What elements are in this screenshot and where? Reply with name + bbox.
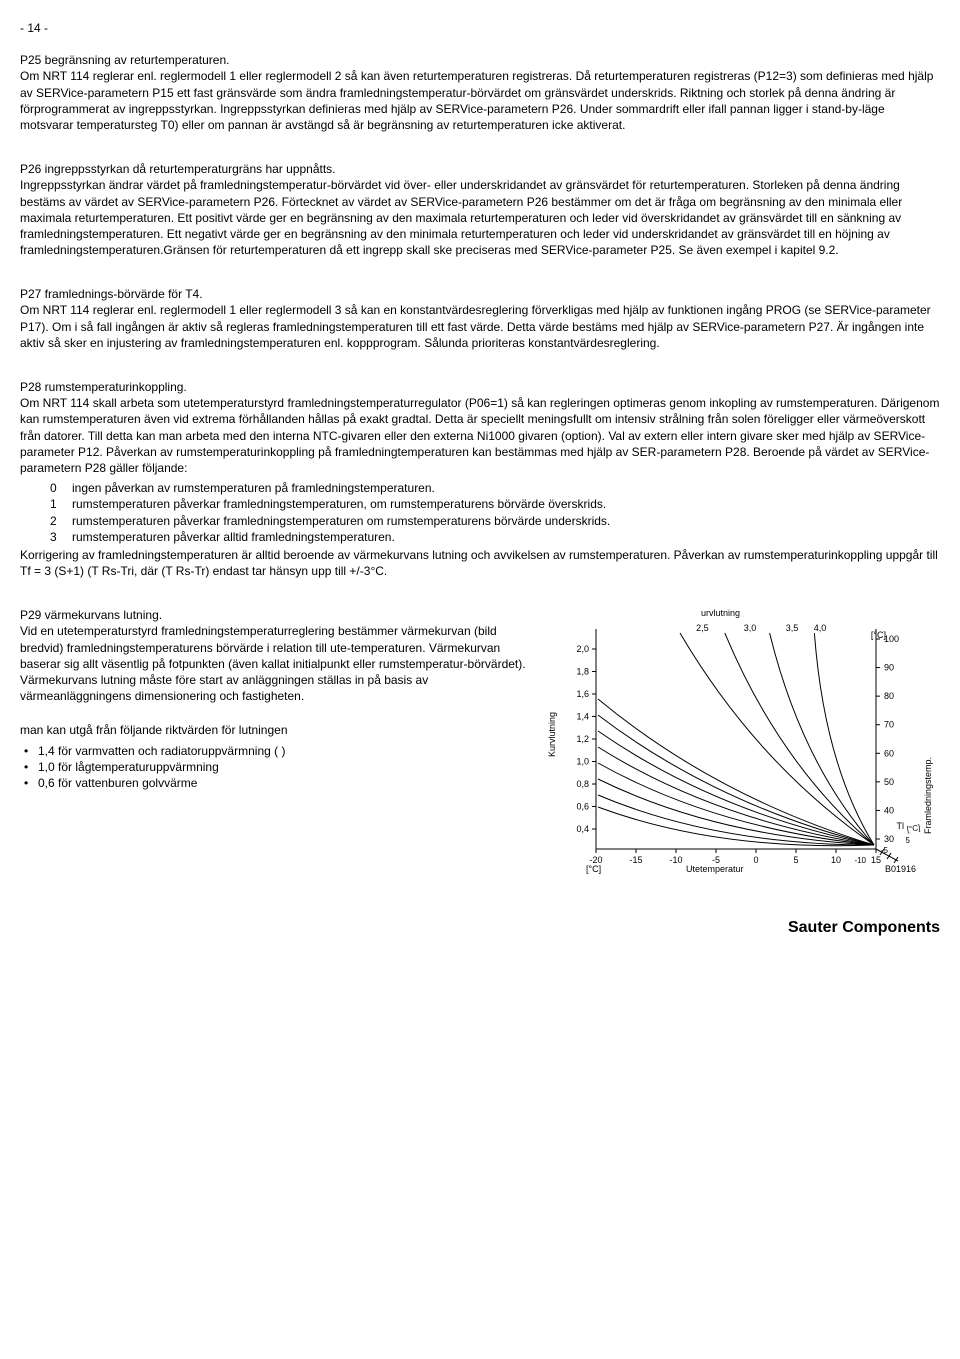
p25-heading: P25 begränsning av returtemperaturen. <box>20 52 940 68</box>
svg-text:1,2: 1,2 <box>576 734 589 744</box>
p25-body: Om NRT 114 reglerar enl. reglermodell 1 … <box>20 68 940 133</box>
svg-text:1,0: 1,0 <box>576 757 589 767</box>
svg-text:3,0: 3,0 <box>744 623 757 633</box>
bullet-item: •0,6 för vattenburen golvvärme <box>24 775 526 791</box>
list-num: 1 <box>50 496 72 512</box>
svg-text:60: 60 <box>884 749 894 759</box>
chart-top-title: urvlutning <box>701 607 740 619</box>
chart-svg: -20 -15 -10 -5 0 5 10 15 2,0 1,8 1,6 1,4 1,2 1,0 0,8 0,… <box>566 619 906 869</box>
chart-diag-degc: [°C] <box>906 824 921 837</box>
bullet-text: 1,4 för varmvatten och radiatoruppvärmni… <box>38 743 285 759</box>
svg-text:0,6: 0,6 <box>576 802 589 812</box>
svg-text:1,6: 1,6 <box>576 689 589 699</box>
list-item: 1rumstemperaturen påverkar framledningst… <box>50 496 940 512</box>
bullet-text: 0,6 för vattenburen golvvärme <box>38 775 197 791</box>
svg-text:-15: -15 <box>629 855 642 865</box>
svg-text:70: 70 <box>884 720 894 730</box>
chart-yleft-label: Kurvlutning <box>546 712 558 757</box>
list-text: rumstemperaturen påverkar alltid framled… <box>72 529 395 545</box>
chart-diag-5: 5 <box>906 836 910 847</box>
list-text: rumstemperaturen påverkar framledningste… <box>72 496 606 512</box>
svg-text:30: 30 <box>884 834 894 844</box>
bullet-dot-icon: • <box>24 759 38 775</box>
bullet-dot-icon: • <box>24 743 38 759</box>
p26-heading: P26 ingreppsstyrkan då returtemperaturgr… <box>20 161 940 177</box>
svg-text:10: 10 <box>831 855 841 865</box>
svg-text:3,5: 3,5 <box>786 623 799 633</box>
svg-text:-10: -10 <box>669 855 682 865</box>
page-number: - 14 - <box>20 20 940 36</box>
svg-text:0,4: 0,4 <box>576 824 589 834</box>
svg-text:15: 15 <box>871 855 881 865</box>
p26-body: Ingreppsstyrkan ändrar värdet på framled… <box>20 177 940 258</box>
p29-heading: P29 värmekurvans lutning. <box>20 607 526 623</box>
p27-heading: P27 framlednings-börvärde för T4. <box>20 286 940 302</box>
svg-text:2,0: 2,0 <box>576 644 589 654</box>
section-p28: P28 rumstemperaturinkoppling. Om NRT 114… <box>20 379 940 579</box>
svg-text:0: 0 <box>753 855 758 865</box>
list-item: 0ingen påverkan av rumstemperaturen på f… <box>50 480 940 496</box>
svg-text:-20: -20 <box>589 855 602 865</box>
p27-body: Om NRT 114 reglerar enl. reglermodell 1 … <box>20 302 940 351</box>
list-num: 0 <box>50 480 72 496</box>
p28-tail: Korrigering av framledningstemperaturen … <box>20 547 940 579</box>
svg-text:2,5: 2,5 <box>696 623 709 633</box>
list-item: 2rumstemperaturen påverkar framledningst… <box>50 513 940 529</box>
list-item: 3rumstemperaturen påverkar alltid framle… <box>50 529 940 545</box>
svg-text:90: 90 <box>884 663 894 673</box>
heating-curve-chart: urvlutning Kurvlutning Framledningstemp.… <box>536 607 916 887</box>
svg-text:0,8: 0,8 <box>576 779 589 789</box>
bullet-dot-icon: • <box>24 775 38 791</box>
list-num: 2 <box>50 513 72 529</box>
svg-text:1,4: 1,4 <box>576 712 589 722</box>
section-p27: P27 framlednings-börvärde för T4. Om NRT… <box>20 286 940 351</box>
list-text: ingen påverkan av rumstemperaturen på fr… <box>72 480 435 496</box>
section-p26: P26 ingreppsstyrkan då returtemperaturgr… <box>20 161 940 258</box>
svg-text:1,8: 1,8 <box>576 667 589 677</box>
section-p25: P25 begränsning av returtemperaturen. Om… <box>20 52 940 133</box>
list-text: rumstemperaturen påverkar framledningste… <box>72 513 610 529</box>
svg-text:50: 50 <box>884 777 894 787</box>
p29-bullets: •1,4 för varmvatten och radiatoruppvärmn… <box>24 743 526 792</box>
footer-brand: Sauter Components <box>20 917 940 939</box>
p28-list: 0ingen påverkan av rumstemperaturen på f… <box>50 480 940 545</box>
list-num: 3 <box>50 529 72 545</box>
svg-text:80: 80 <box>884 691 894 701</box>
p29-body: Vid en utetemperaturstyrd framledningste… <box>20 623 526 704</box>
bullet-item: •1,0 för lågtemperaturuppvärmning <box>24 759 526 775</box>
p28-heading: P28 rumstemperaturinkoppling. <box>20 379 940 395</box>
bullet-text: 1,0 för lågtemperaturuppvärmning <box>38 759 219 775</box>
svg-text:-5: -5 <box>712 855 720 865</box>
svg-text:40: 40 <box>884 806 894 816</box>
chart-yright-label: Framledningstemp. <box>922 757 934 834</box>
bullet-item: •1,4 för varmvatten och radiatoruppvärmn… <box>24 743 526 759</box>
svg-text:5: 5 <box>793 855 798 865</box>
section-p29: P29 värmekurvans lutning. Vid en utetemp… <box>20 607 940 887</box>
p29-lead2: man kan utgå från följande riktvärden fö… <box>20 722 526 738</box>
svg-text:100: 100 <box>884 634 899 644</box>
svg-text:4,0: 4,0 <box>814 623 827 633</box>
p28-body: Om NRT 114 skall arbeta som utetemperatu… <box>20 395 940 476</box>
